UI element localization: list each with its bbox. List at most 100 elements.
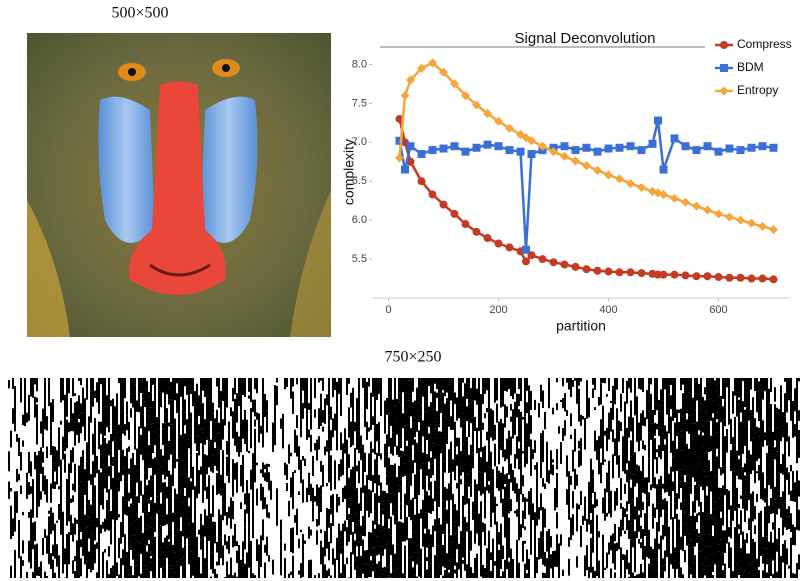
pixel-run bbox=[398, 378, 400, 393]
pixel-run bbox=[496, 546, 498, 565]
pixel-run bbox=[358, 393, 360, 411]
pixel-run bbox=[482, 488, 484, 494]
pixel-run bbox=[750, 528, 752, 545]
pixel-run bbox=[130, 393, 132, 404]
pixel-run bbox=[756, 493, 758, 503]
pixel-run bbox=[728, 561, 730, 568]
pixel-run bbox=[542, 572, 544, 578]
pixel-run bbox=[466, 465, 468, 475]
pixel-run bbox=[28, 451, 30, 474]
pixel-run bbox=[262, 427, 264, 448]
pixel-run bbox=[346, 509, 348, 521]
pixel-run bbox=[446, 509, 448, 524]
pixel-run bbox=[54, 463, 56, 467]
pixel-run bbox=[398, 399, 400, 403]
pixel-run bbox=[788, 392, 790, 401]
pixel-run bbox=[384, 507, 386, 521]
pixel-run bbox=[62, 521, 64, 524]
pixel-run bbox=[192, 378, 194, 387]
pixel-run bbox=[66, 479, 68, 501]
pixel-run bbox=[414, 575, 416, 578]
pixel-run bbox=[748, 410, 750, 418]
pixel-run bbox=[398, 424, 400, 441]
pixel-run bbox=[416, 552, 418, 565]
pixel-run bbox=[432, 463, 434, 476]
pixel-run bbox=[528, 385, 530, 405]
pixel-run bbox=[410, 557, 412, 568]
pixel-run bbox=[338, 557, 340, 578]
pixel-run bbox=[124, 546, 126, 567]
pixel-run bbox=[350, 421, 352, 431]
pixel-run bbox=[390, 475, 392, 480]
pixel-run bbox=[482, 378, 484, 389]
pixel-run bbox=[416, 499, 418, 505]
pixel-run bbox=[478, 409, 480, 432]
pixel-run bbox=[698, 457, 700, 464]
pixel-run bbox=[520, 419, 522, 444]
pixel-run bbox=[764, 529, 766, 549]
pixel-run bbox=[366, 475, 368, 498]
pixel-run bbox=[608, 378, 610, 391]
pixel-run bbox=[788, 565, 790, 569]
pixel-run bbox=[464, 383, 466, 388]
pixel-run bbox=[238, 545, 240, 569]
pixel-run bbox=[344, 485, 346, 499]
pixel-run bbox=[190, 569, 192, 575]
pixel-run bbox=[224, 496, 226, 516]
pixel-run bbox=[340, 432, 342, 445]
pixel-run bbox=[350, 392, 352, 408]
pixel-run bbox=[700, 575, 702, 578]
pixel-run bbox=[100, 524, 102, 528]
pixel-run bbox=[512, 574, 514, 578]
pixel-run bbox=[486, 388, 488, 391]
pixel-run bbox=[776, 407, 778, 428]
pixel-run bbox=[772, 492, 774, 495]
pixel-run bbox=[470, 530, 472, 539]
pixel-run bbox=[450, 451, 452, 469]
pixel-run bbox=[356, 567, 358, 578]
pixel-run bbox=[458, 378, 460, 388]
pixel-run bbox=[36, 404, 38, 426]
pixel-run bbox=[584, 442, 586, 450]
pixel-run bbox=[572, 463, 574, 472]
pixel-run bbox=[124, 424, 126, 436]
pixel-run bbox=[328, 405, 330, 416]
pixel-run bbox=[314, 495, 316, 502]
pixel-run bbox=[144, 565, 146, 578]
pixel-run bbox=[702, 484, 704, 491]
pixel-run bbox=[176, 497, 178, 519]
pixel-run bbox=[716, 456, 718, 476]
pixel-run bbox=[714, 476, 716, 481]
pixel-run bbox=[466, 406, 468, 422]
pixel-run bbox=[578, 504, 580, 510]
pixel-run bbox=[712, 378, 714, 401]
pixel-run bbox=[40, 491, 42, 500]
pixel-run bbox=[82, 475, 84, 499]
pixel-run bbox=[596, 499, 598, 507]
pixel-run bbox=[540, 544, 542, 551]
pixel-run bbox=[778, 544, 780, 550]
pixel-run bbox=[204, 469, 206, 491]
pixel-run bbox=[426, 527, 428, 533]
pixel-run bbox=[766, 515, 768, 537]
pixel-run bbox=[148, 454, 150, 468]
pixel-run bbox=[260, 535, 262, 554]
pixel-run bbox=[330, 495, 332, 515]
pixel-run bbox=[444, 487, 446, 509]
pixel-run bbox=[156, 447, 158, 460]
image-size-label: 750×250 bbox=[384, 349, 441, 366]
pixel-run bbox=[330, 406, 332, 420]
pixel-run bbox=[702, 568, 704, 578]
pixel-run bbox=[62, 544, 64, 551]
pixel-run bbox=[268, 512, 270, 519]
pixel-run bbox=[340, 573, 342, 578]
pixel-run bbox=[472, 378, 474, 401]
pixel-run bbox=[388, 437, 390, 447]
pixel-run bbox=[242, 457, 244, 474]
pixel-run bbox=[786, 548, 788, 565]
pixel-run bbox=[210, 387, 212, 411]
pixel-run bbox=[416, 546, 418, 553]
pixel-run bbox=[244, 527, 246, 550]
pixel-run bbox=[206, 563, 208, 578]
pixel-run bbox=[662, 558, 664, 567]
